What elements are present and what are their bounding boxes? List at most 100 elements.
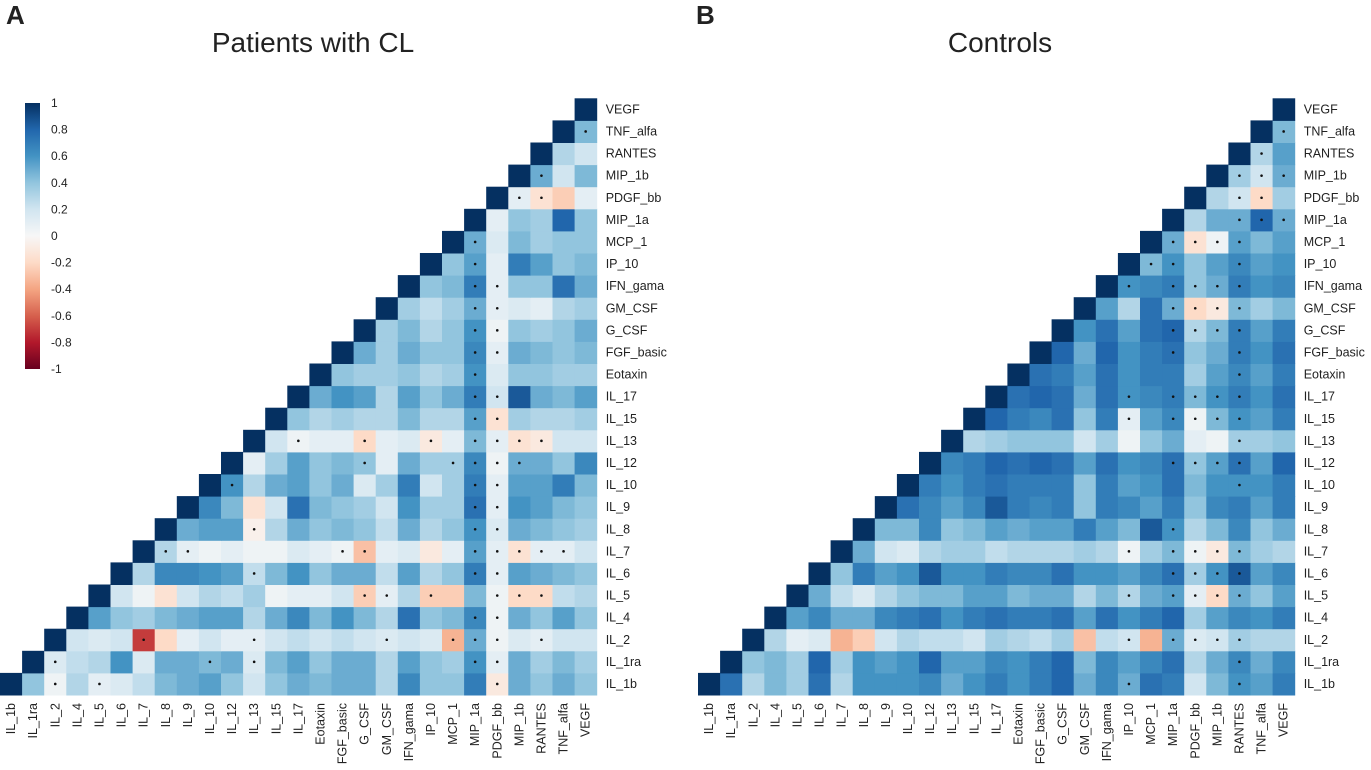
column-label: IL_10 bbox=[901, 703, 915, 734]
heatmap-cell bbox=[154, 562, 178, 585]
heatmap-cell bbox=[397, 385, 421, 409]
heatmap-cell bbox=[1162, 650, 1185, 674]
heatmap-cell bbox=[530, 518, 553, 541]
heatmap-cell bbox=[309, 650, 332, 674]
heatmap-cell bbox=[1140, 230, 1163, 254]
heatmap-cell bbox=[530, 496, 553, 519]
nonsignificant-dot bbox=[473, 616, 477, 619]
nonsignificant-dot bbox=[1238, 218, 1241, 222]
heatmap-cell bbox=[287, 496, 310, 519]
heatmap-cell bbox=[1073, 496, 1097, 519]
heatmap-cell bbox=[486, 253, 509, 276]
nonsignificant-dot bbox=[1238, 572, 1241, 575]
row-label: IL_9 bbox=[1304, 500, 1328, 514]
heatmap-cell bbox=[353, 628, 377, 652]
heatmap-cell bbox=[198, 628, 222, 652]
heatmap-cell bbox=[919, 496, 942, 519]
heatmap-cell bbox=[552, 142, 576, 166]
heatmap-cell bbox=[1029, 628, 1053, 652]
heatmap-cell bbox=[486, 230, 509, 254]
nonsignificant-dot bbox=[363, 550, 366, 553]
heatmap-cell bbox=[1250, 407, 1274, 431]
nonsignificant-dot bbox=[1127, 395, 1131, 398]
column-label: IL_7 bbox=[137, 703, 151, 727]
heatmap-cell bbox=[1073, 341, 1097, 364]
heatmap-cell bbox=[1073, 672, 1097, 696]
row-label: IL_1ra bbox=[1304, 655, 1339, 669]
heatmap-cell bbox=[508, 230, 531, 254]
heatmap-cell bbox=[243, 606, 266, 630]
heatmap-cell bbox=[331, 429, 355, 453]
column-label: IL_7 bbox=[835, 703, 849, 727]
heatmap-cell bbox=[919, 650, 942, 674]
heatmap-cell bbox=[397, 650, 421, 674]
heatmap-cell bbox=[508, 164, 531, 188]
heatmap-cell bbox=[1140, 319, 1163, 342]
heatmap-cell bbox=[530, 650, 553, 674]
heatmap-cell bbox=[1095, 429, 1119, 453]
heatmap-cell bbox=[574, 98, 598, 121]
row-label: RANTES bbox=[606, 147, 657, 161]
heatmap-cell bbox=[1051, 496, 1075, 519]
row-label: MIP_1b bbox=[1304, 169, 1347, 183]
heatmap-cell bbox=[375, 474, 399, 497]
heatmap-cell bbox=[552, 275, 576, 298]
heatmap-cell bbox=[375, 407, 399, 431]
legend-tick-label: -1 bbox=[51, 362, 62, 376]
nonsignificant-dot bbox=[1238, 284, 1241, 288]
heatmap-cell bbox=[508, 208, 531, 232]
nonsignificant-dot bbox=[1238, 351, 1241, 354]
nonsignificant-dot bbox=[1238, 550, 1241, 553]
heatmap-cell bbox=[154, 672, 178, 696]
nonsignificant-dot bbox=[1171, 417, 1175, 421]
heatmap-cell bbox=[375, 319, 399, 342]
heatmap-cell bbox=[530, 474, 553, 497]
heatmap-cell bbox=[419, 451, 443, 475]
heatmap-cell bbox=[896, 672, 920, 696]
nonsignificant-dot bbox=[495, 306, 499, 310]
heatmap-cell bbox=[574, 628, 598, 652]
nonsignificant-dot bbox=[1127, 638, 1131, 642]
nonsignificant-dot bbox=[495, 284, 499, 288]
heatmap-cell bbox=[1250, 319, 1274, 342]
heatmap-cell bbox=[985, 628, 1008, 652]
heatmap-cell bbox=[1272, 628, 1296, 652]
heatmap-cell bbox=[110, 584, 134, 608]
nonsignificant-dot bbox=[1238, 373, 1241, 376]
nonsignificant-dot bbox=[495, 682, 499, 686]
heatmap-cell bbox=[852, 584, 876, 608]
heatmap-cell bbox=[1051, 363, 1075, 387]
heatmap-cell bbox=[397, 518, 421, 541]
heatmap-cell bbox=[265, 584, 288, 608]
heatmap-cell bbox=[552, 518, 576, 541]
heatmap-cell bbox=[720, 650, 743, 674]
heatmap-cell bbox=[1095, 584, 1119, 608]
column-label: GM_CSF bbox=[380, 703, 394, 755]
heatmap-cell bbox=[265, 562, 288, 585]
column-label: IL_4 bbox=[70, 703, 84, 727]
row-label: IP_10 bbox=[1304, 257, 1337, 271]
legend-tick-label: -0.8 bbox=[51, 335, 72, 349]
heatmap-cell bbox=[874, 606, 898, 630]
nonsignificant-dot bbox=[53, 660, 57, 664]
heatmap-cell bbox=[963, 628, 986, 652]
heatmap-cell bbox=[1051, 540, 1075, 563]
heatmap-cell bbox=[442, 319, 465, 342]
heatmap-cell bbox=[1184, 429, 1207, 453]
heatmap-cell bbox=[1073, 606, 1097, 630]
nonsignificant-dot bbox=[1193, 240, 1197, 244]
column-label: IFN_gama bbox=[402, 703, 416, 761]
heatmap-cell bbox=[742, 650, 765, 674]
heatmap-cell bbox=[852, 562, 876, 585]
heatmap-cell bbox=[896, 606, 920, 630]
column-label: IL_10 bbox=[203, 703, 217, 734]
nonsignificant-dot bbox=[562, 550, 565, 553]
heatmap-cell bbox=[574, 208, 598, 232]
heatmap-cell bbox=[574, 672, 598, 696]
heatmap-cell bbox=[198, 584, 222, 608]
heatmap-labels-b: IL_1b IL_1ra IL_2 IL_4 IL_5 IL_6 IL_7 IL_8 IL_9 I… bbox=[702, 102, 1365, 764]
heatmap-cell bbox=[221, 451, 244, 475]
heatmap-cell bbox=[287, 385, 310, 409]
column-label: RANTES bbox=[534, 703, 548, 754]
heatmap-cell bbox=[764, 606, 787, 630]
